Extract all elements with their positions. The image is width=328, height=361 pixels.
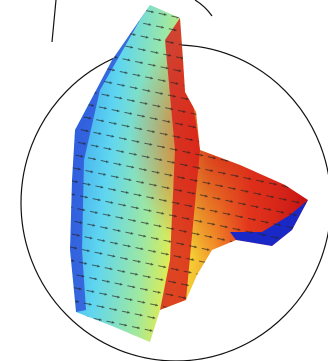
leader-line [52,0,56,42]
page [0,0,328,361]
field-plot [60,0,320,350]
figure [0,0,328,361]
leader-line [195,0,212,16]
vector-arrows [60,0,320,350]
